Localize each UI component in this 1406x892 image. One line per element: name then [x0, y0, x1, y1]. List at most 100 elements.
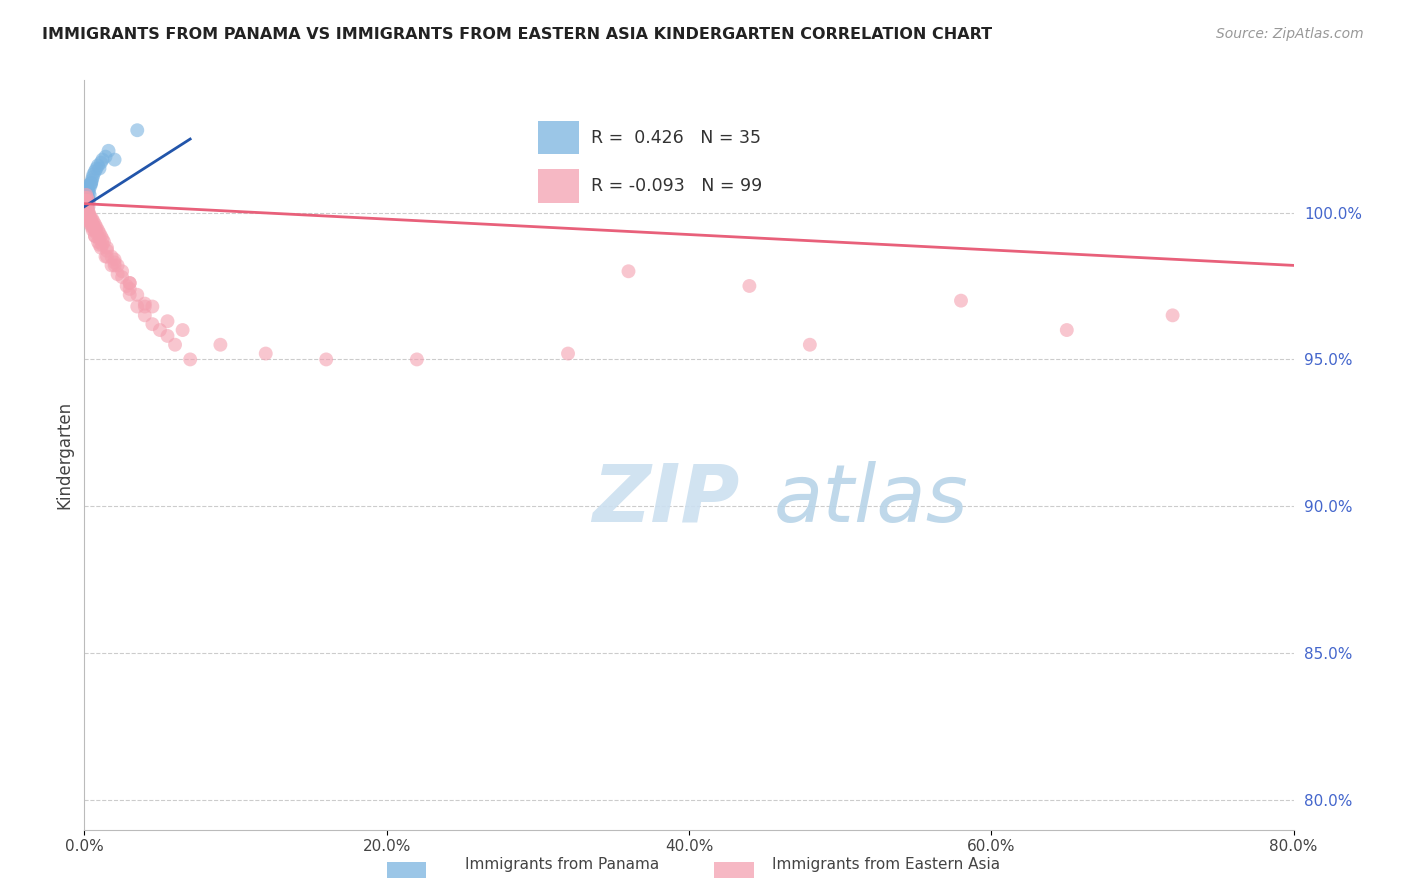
Point: [75, 200, 97, 214]
Point: [84, 164, 107, 178]
Point: [75, 202, 97, 217]
Point: [91, 237, 114, 252]
Text: Source: ZipAtlas.com: Source: ZipAtlas.com: [1216, 27, 1364, 41]
Point: [79, 209, 101, 223]
Point: [75, 200, 97, 214]
Point: [107, 267, 129, 281]
Point: [134, 309, 156, 323]
Point: [96, 244, 118, 258]
Point: [75, 182, 97, 196]
Point: [141, 300, 163, 314]
Point: [76, 191, 98, 205]
Point: [111, 264, 134, 278]
Point: [80, 173, 103, 187]
Point: [82, 170, 104, 185]
Point: [179, 352, 201, 367]
Point: [96, 241, 118, 255]
Point: [94, 250, 117, 264]
Text: ZIP: ZIP: [592, 461, 740, 539]
Point: [76, 202, 98, 217]
Point: [79, 217, 101, 231]
Point: [127, 300, 149, 314]
Point: [90, 155, 112, 169]
Point: [89, 237, 111, 252]
Point: [77, 209, 100, 223]
Point: [84, 223, 107, 237]
Point: [87, 235, 110, 249]
Point: [165, 337, 187, 351]
Point: [75, 196, 97, 211]
Point: [76, 209, 98, 223]
Point: [76, 200, 98, 214]
Point: [86, 226, 108, 240]
Point: [100, 259, 122, 273]
Point: [82, 167, 104, 181]
Point: [738, 279, 761, 293]
Point: [76, 191, 98, 205]
Point: [75, 187, 97, 202]
Point: [96, 250, 118, 264]
Point: [79, 211, 101, 226]
Point: [79, 211, 101, 226]
Point: [127, 123, 149, 137]
Point: [84, 229, 107, 244]
Point: [80, 176, 103, 190]
Point: [90, 241, 112, 255]
Y-axis label: Kindergarten: Kindergarten: [55, 401, 73, 509]
Point: [107, 259, 129, 273]
Point: [87, 159, 110, 173]
Point: [134, 300, 156, 314]
Point: [209, 337, 232, 351]
Point: [89, 161, 111, 176]
Point: [91, 232, 114, 246]
Text: Immigrants from Panama: Immigrants from Panama: [465, 857, 659, 872]
Point: [100, 250, 122, 264]
Point: [118, 287, 141, 301]
Point: [77, 185, 100, 199]
Point: [799, 337, 821, 351]
Point: [1056, 323, 1078, 337]
Point: [75, 196, 97, 211]
Point: [79, 214, 101, 228]
Point: [80, 176, 103, 190]
Point: [77, 182, 100, 196]
Point: [134, 296, 156, 310]
Point: [76, 200, 98, 214]
Point: [118, 282, 141, 296]
Point: [84, 229, 107, 244]
Point: [104, 259, 127, 273]
Point: [89, 226, 111, 240]
Point: [77, 194, 100, 208]
Point: [77, 191, 100, 205]
Point: [156, 329, 179, 343]
Point: [89, 232, 111, 246]
Point: [84, 223, 107, 237]
Point: [950, 293, 973, 308]
Point: [75, 196, 97, 211]
Point: [76, 196, 98, 211]
Point: [90, 229, 112, 244]
Point: [118, 276, 141, 290]
Point: [156, 314, 179, 328]
Point: [76, 202, 98, 217]
Point: [86, 220, 108, 235]
Point: [93, 235, 115, 249]
Point: [76, 185, 98, 199]
Point: [617, 264, 640, 278]
Point: [97, 144, 120, 158]
Point: [141, 317, 163, 331]
Point: [82, 223, 104, 237]
Point: [84, 217, 107, 231]
Point: [75, 200, 97, 214]
Point: [406, 352, 429, 367]
Point: [111, 270, 134, 285]
Point: [80, 217, 103, 231]
Point: [83, 220, 105, 235]
Point: [127, 287, 149, 301]
Point: [75, 191, 97, 205]
Point: [254, 346, 277, 360]
Point: [557, 346, 579, 360]
Point: [79, 179, 101, 194]
Text: IMMIGRANTS FROM PANAMA VS IMMIGRANTS FROM EASTERN ASIA KINDERGARTEN CORRELATION : IMMIGRANTS FROM PANAMA VS IMMIGRANTS FRO…: [42, 27, 993, 42]
Text: atlas: atlas: [773, 461, 969, 539]
